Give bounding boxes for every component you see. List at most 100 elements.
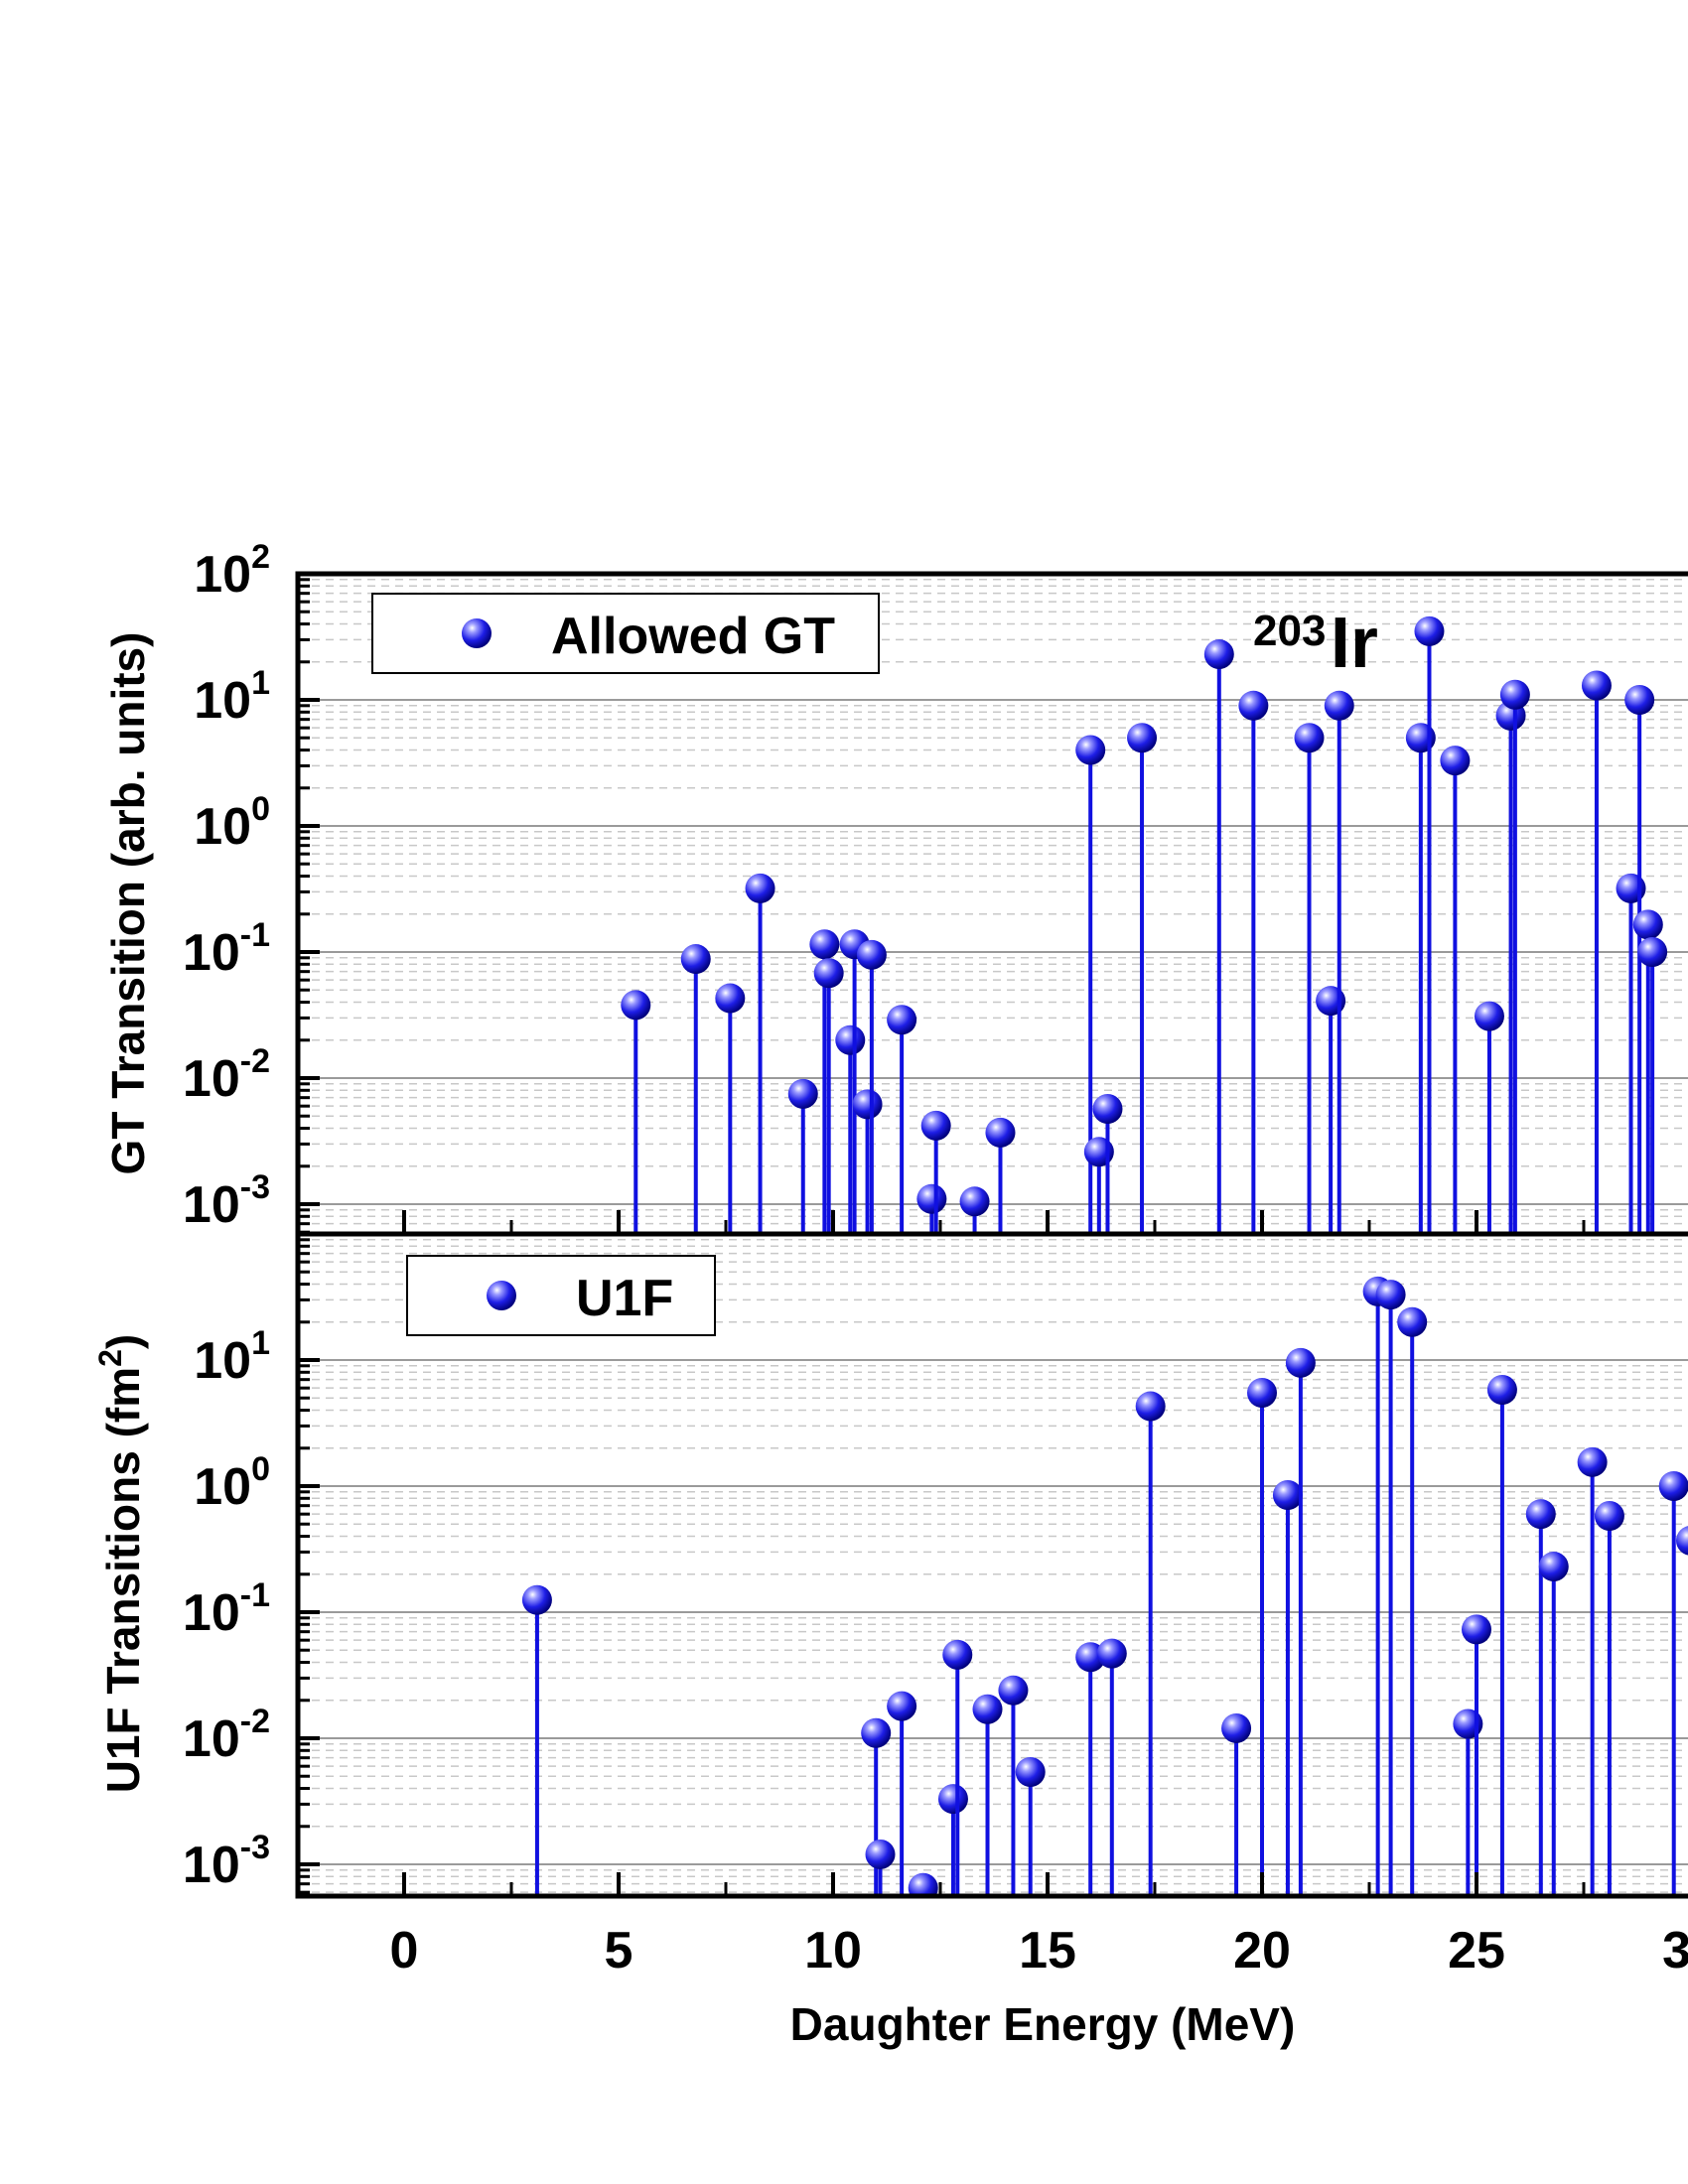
u1f-y-axis-title-end: ) (97, 1334, 149, 1349)
gt-data-point (680, 944, 711, 975)
gt-data-point (835, 1024, 866, 1055)
u1f-data-point (1285, 1347, 1316, 1378)
gt-data-point (745, 873, 775, 903)
u1f-y-tick-label: 10-3 (183, 1829, 270, 1894)
u1f-legend-box (406, 1255, 716, 1336)
u1f-data-point (1221, 1712, 1252, 1743)
gt-grid (298, 579, 1688, 1225)
gt-data-point (787, 1078, 818, 1109)
gt-data-point (1238, 690, 1269, 721)
u1f-y-tick-label: 10-1 (183, 1576, 270, 1642)
x-axis-title: Daughter Energy (MeV) (790, 1998, 1296, 2050)
gt-y-ticks: 102 101 100 10-1 10-2 10-3 (183, 538, 320, 1234)
gt-data-point (1440, 746, 1471, 776)
u1f-grid (298, 1239, 1688, 1893)
x-tick-label: 5 (605, 1922, 633, 1979)
gt-data-point (1203, 639, 1234, 670)
gt-data-point (621, 990, 651, 1021)
u1f-data-point (1247, 1377, 1277, 1408)
gt-stems (621, 615, 1668, 1234)
u1f-y-axis-title: U1F Transitions (fm2) (92, 1334, 149, 1794)
panel-gt: 102 101 100 10-1 10-2 10-3 GT Transition (arb… (102, 538, 1688, 1237)
gt-data-point (1499, 679, 1530, 710)
nucleus-label: 203 Ir (1253, 604, 1378, 683)
gt-data-point (1637, 937, 1668, 967)
x-tick-label: 15 (1019, 1922, 1076, 1979)
x-tick-label: 0 (390, 1922, 419, 1979)
x-tick-label: 25 (1448, 1922, 1505, 1979)
gt-data-point (1581, 670, 1612, 701)
gt-data-point (920, 1110, 951, 1141)
gt-y-axis-title: GT Transition (arb. units) (102, 632, 154, 1175)
gt-data-point (1632, 909, 1663, 940)
gt-data-point (985, 1117, 1016, 1148)
gt-y-tick-label: 10-3 (183, 1168, 270, 1234)
u1f-legend: U1F (406, 1255, 716, 1336)
u1f-y-tick-label: 100 (194, 1450, 270, 1516)
u1f-data-point (865, 1839, 896, 1869)
nucleus-symbol: Ir (1331, 604, 1378, 683)
u1f-y-axis-title-sup: 2 (92, 1349, 128, 1367)
u1f-stems (521, 1276, 1688, 1896)
u1f-data-point (1525, 1499, 1556, 1530)
u1f-data-point (1462, 1614, 1491, 1645)
u1f-data-point (1676, 1526, 1688, 1556)
x-tick-label: 20 (1233, 1922, 1291, 1979)
u1f-data-point (1577, 1446, 1608, 1477)
gt-data-point (1075, 735, 1106, 765)
u1f-legend-label: U1F (576, 1270, 673, 1327)
u1f-data-point (861, 1717, 892, 1748)
gt-data-point (1474, 1001, 1504, 1031)
u1f-x-ticks: 0 5 10 15 20 25 30 (295, 1872, 1688, 1979)
gt-y-tick-label: 101 (194, 664, 270, 730)
gt-data-point (715, 983, 746, 1014)
u1f-data-point (972, 1694, 1003, 1724)
gt-data-point (959, 1186, 990, 1217)
u1f-legend-marker (487, 1281, 516, 1310)
gt-legend-label: Allowed GT (551, 608, 835, 665)
gt-y-tick-label: 10-1 (183, 916, 270, 982)
u1f-data-point (1375, 1280, 1406, 1310)
gt-data-point (1624, 685, 1655, 715)
u1f-y-tick-label: 101 (194, 1324, 270, 1390)
gt-y-tick-label: 100 (194, 790, 270, 856)
u1f-data-point (521, 1584, 552, 1615)
gt-legend-box (371, 593, 880, 674)
u1f-y-tick-label: 10-2 (183, 1703, 270, 1768)
u1f-data-point (937, 1784, 968, 1815)
x-tick-label: 30 (1662, 1922, 1688, 1979)
gt-data-point (1294, 723, 1325, 753)
u1f-data-point (1594, 1501, 1624, 1532)
u1f-data-point (1397, 1306, 1428, 1337)
gt-data-point (809, 929, 840, 960)
u1f-y-axis-title-main: U1F Transitions (fm (97, 1367, 149, 1793)
u1f-data-point (1096, 1638, 1127, 1669)
gt-data-point (1324, 690, 1354, 721)
gt-y-tick-label: 10-2 (183, 1042, 270, 1108)
gt-data-point (852, 1089, 883, 1120)
u1f-y-ticks: 101 100 10-1 10-2 10-3 (183, 1238, 320, 1894)
gt-data-point (887, 1005, 917, 1035)
gt-data-point (1414, 615, 1445, 646)
u1f-plot-frame (295, 1231, 1688, 1899)
u1f-data-point (942, 1639, 973, 1670)
gt-y-tick-label: 102 (194, 538, 270, 604)
u1f-data-point (1658, 1471, 1688, 1501)
gt-data-point (916, 1183, 947, 1214)
x-tick-label: 10 (804, 1922, 862, 1979)
gt-data-point (1127, 723, 1158, 753)
u1f-data-point (1015, 1756, 1046, 1787)
u1f-data-point (998, 1675, 1029, 1706)
nucleus-mass: 203 (1253, 607, 1326, 655)
u1f-data-point (1486, 1375, 1517, 1406)
gt-legend-marker (462, 618, 492, 648)
gt-data-point (1092, 1094, 1123, 1125)
gt-data-point (813, 958, 844, 989)
gt-data-point (856, 939, 887, 970)
panel-u1f: 101 100 10-1 10-2 10-3 0 5 10 15 20 25 30 U1F Tran… (92, 1231, 1688, 2050)
u1f-data-point (1272, 1479, 1303, 1510)
u1f-data-point (1538, 1552, 1569, 1582)
u1f-data-point (908, 1872, 938, 1896)
gt-x-ticks (295, 1210, 1586, 1234)
